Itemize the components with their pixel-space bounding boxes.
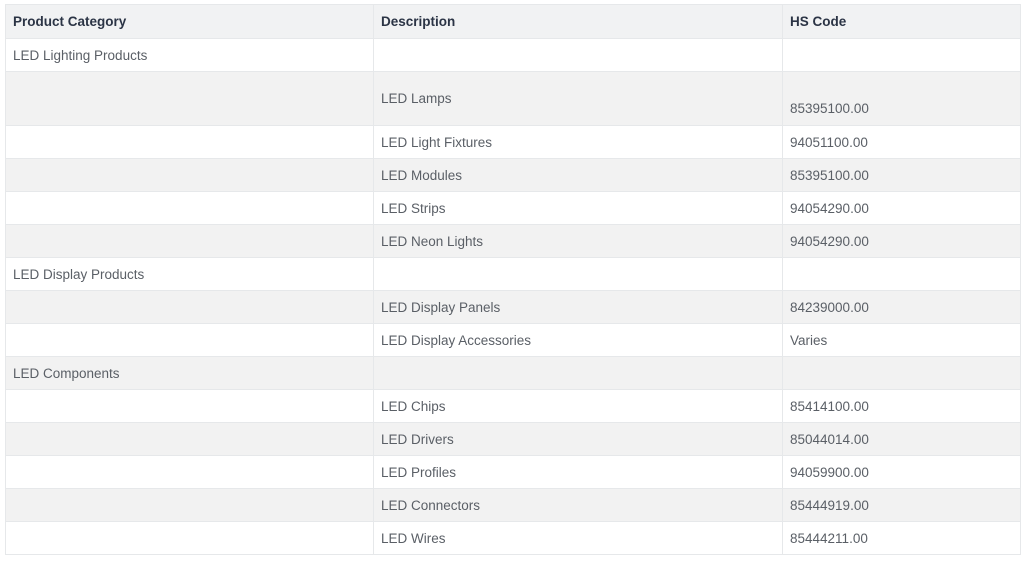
category-cell: LED Display Products <box>5 257 374 291</box>
hs-code-cell: 94054290.00 <box>782 191 1021 225</box>
hs-code-cell: 85395100.00 <box>782 71 1021 126</box>
table-row: LED Strips 94054290.00 <box>5 191 1021 225</box>
description-cell: LED Display Accessories <box>373 323 783 357</box>
hs-code-cell <box>782 38 1021 72</box>
category-cell <box>5 422 374 456</box>
header-cell: Product Category <box>5 4 374 39</box>
category-cell <box>5 389 374 423</box>
header-cell: Description <box>373 4 783 39</box>
table-row: LED Connectors 85444919.00 <box>5 488 1021 522</box>
description-cell: LED Neon Lights <box>373 224 783 258</box>
category-cell <box>5 158 374 192</box>
table-row: LED Drivers 85044014.00 <box>5 422 1021 456</box>
category-cell <box>5 125 374 159</box>
description-cell <box>373 38 783 72</box>
table-row: LED Profiles 94059900.00 <box>5 455 1021 489</box>
table-row: LED Lamps 85395100.00 <box>5 71 1021 126</box>
table-row: LED Lighting Products <box>5 38 1021 72</box>
category-cell <box>5 521 374 555</box>
hs-code-cell: 84239000.00 <box>782 290 1021 324</box>
category-cell <box>5 191 374 225</box>
category-cell <box>5 488 374 522</box>
description-cell: LED Strips <box>373 191 783 225</box>
table-row: LED Display Accessories Varies <box>5 323 1021 357</box>
table-row: LED Wires 85444211.00 <box>5 521 1021 555</box>
category-cell <box>5 290 374 324</box>
hs-code-table: Product Category Description HS Code LED… <box>5 4 1021 555</box>
hs-code-cell <box>782 257 1021 291</box>
hs-code-cell: 85444211.00 <box>782 521 1021 555</box>
description-cell: LED Lamps <box>373 71 783 126</box>
table-header: Product Category Description HS Code <box>5 4 1021 39</box>
description-cell: LED Modules <box>373 158 783 192</box>
description-cell: LED Connectors <box>373 488 783 522</box>
table-row: LED Neon Lights 94054290.00 <box>5 224 1021 258</box>
table-body: LED Lighting Products LED Lamps 85395100.0… <box>5 38 1021 555</box>
table-row: LED Chips 85414100.00 <box>5 389 1021 423</box>
description-cell: LED Chips <box>373 389 783 423</box>
table-row: LED Display Panels 84239000.00 <box>5 290 1021 324</box>
description-cell: LED Display Panels <box>373 290 783 324</box>
table-row: LED Modules 85395100.00 <box>5 158 1021 192</box>
header-row: Product Category Description HS Code <box>5 4 1021 39</box>
hs-code-cell: 94059900.00 <box>782 455 1021 489</box>
category-cell: LED Components <box>5 356 374 390</box>
category-cell <box>5 323 374 357</box>
hs-code-cell: 85044014.00 <box>782 422 1021 456</box>
header-cell: HS Code <box>782 4 1021 39</box>
description-cell: LED Profiles <box>373 455 783 489</box>
hs-code-cell <box>782 356 1021 390</box>
hs-code-cell: 94054290.00 <box>782 224 1021 258</box>
category-cell <box>5 455 374 489</box>
description-cell <box>373 356 783 390</box>
description-cell: LED Wires <box>373 521 783 555</box>
description-cell: LED Light Fixtures <box>373 125 783 159</box>
hs-code-cell: 94051100.00 <box>782 125 1021 159</box>
hs-code-cell: Varies <box>782 323 1021 357</box>
description-cell <box>373 257 783 291</box>
hs-code-cell: 85444919.00 <box>782 488 1021 522</box>
category-cell <box>5 224 374 258</box>
table-row: LED Components <box>5 356 1021 390</box>
category-cell <box>5 71 374 126</box>
description-cell: LED Drivers <box>373 422 783 456</box>
category-cell: LED Lighting Products <box>5 38 374 72</box>
table-row: LED Display Products <box>5 257 1021 291</box>
table-row: LED Light Fixtures 94051100.00 <box>5 125 1021 159</box>
hs-code-cell: 85414100.00 <box>782 389 1021 423</box>
hs-code-cell: 85395100.00 <box>782 158 1021 192</box>
